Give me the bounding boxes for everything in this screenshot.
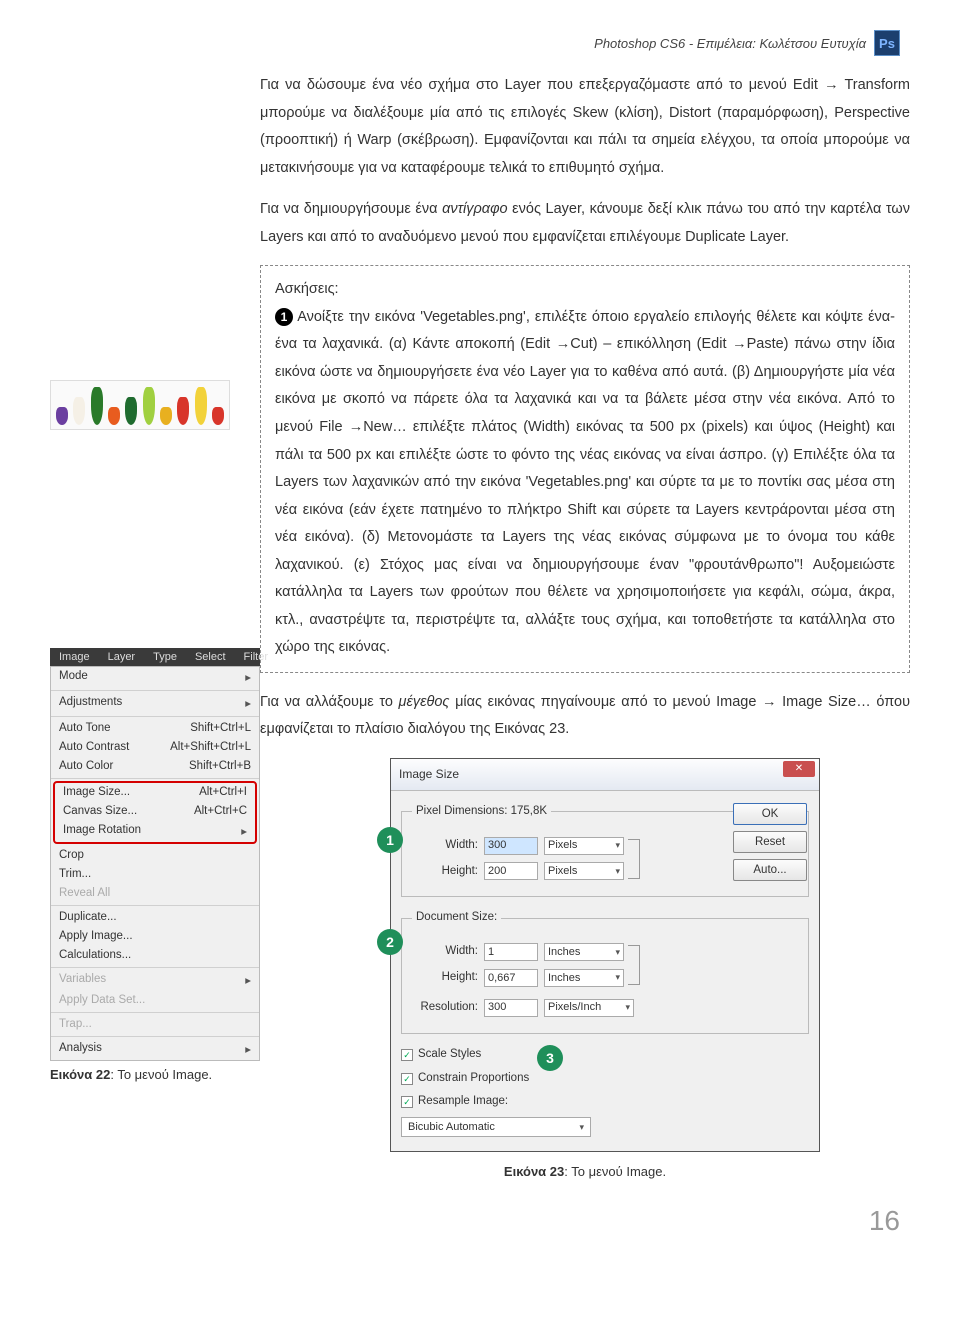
menu-item[interactable]: Auto ToneShift+Ctrl+L <box>51 719 259 738</box>
menu-item: Reveal All <box>51 884 259 903</box>
image-menu-screenshot: ImageLayerTypeSelectFilter ModeAdjustmen… <box>50 648 260 1082</box>
doc-height-label: Height: <box>412 967 478 989</box>
image-size-dialog: Image Size ✕ OK Reset Auto... Pixel Dime… <box>390 758 820 1152</box>
dialog-titlebar: Image Size ✕ <box>391 759 819 791</box>
menubar-item[interactable]: Layer <box>99 648 145 666</box>
menubar-item[interactable]: Select <box>186 648 235 666</box>
caption-23: Εικόνα 23: Το μενού Image. <box>260 1160 910 1185</box>
paragraph-3: Για να αλλάξουμε το μέγεθος μίας εικόνας… <box>260 689 910 744</box>
menu-item: Trap... <box>51 1015 259 1034</box>
menu-item[interactable]: Mode <box>51 667 259 688</box>
auto-button[interactable]: Auto... <box>733 859 807 881</box>
menu-item[interactable]: Duplicate... <box>51 908 259 927</box>
doc-width-label: Width: <box>412 941 478 963</box>
menu-item[interactable]: Auto ColorShift+Ctrl+B <box>51 757 259 776</box>
menu-item[interactable]: Adjustments <box>51 693 259 714</box>
exercise-title: Ασκήσεις: <box>275 276 895 304</box>
menu-item[interactable]: Trim... <box>51 865 259 884</box>
doc-height-unit-select[interactable]: Inches <box>544 969 624 987</box>
height-input[interactable]: 200 <box>484 862 538 880</box>
paragraph-2: Για να δημιουργήσουμε ένα αντίγραφο ενός… <box>260 196 910 251</box>
menu-item: Variables <box>51 970 259 991</box>
exercise-number-icon: 1 <box>275 308 293 326</box>
close-icon[interactable]: ✕ <box>783 761 815 777</box>
resolution-input[interactable]: 300 <box>484 999 538 1017</box>
menu-item[interactable]: Analysis <box>51 1039 259 1060</box>
badge-3-icon: 3 <box>537 1045 563 1071</box>
badge-1-icon: 1 <box>377 827 403 853</box>
header-text: Photoshop CS6 - Επιμέλεια: Κωλέτσου Ευτυ… <box>594 36 866 51</box>
resolution-unit-select[interactable]: Pixels/Inch <box>544 999 634 1017</box>
menubar-item[interactable]: Type <box>144 648 186 666</box>
badge-2-icon: 2 <box>377 929 403 955</box>
document-size-group: Document Size: Width: 1 Inches Height: 0… <box>401 907 809 1033</box>
menu-item[interactable]: Image Size...Alt+Ctrl+I <box>55 783 255 802</box>
scale-styles-checkbox[interactable]: ✓Scale Styles <box>401 1044 809 1066</box>
width-label: Width: <box>412 835 478 857</box>
menu-item[interactable]: Calculations... <box>51 946 259 965</box>
paragraph-1: Για να δώσουμε ένα νέο σχήμα στο Layer π… <box>260 72 910 182</box>
ok-button[interactable]: OK <box>733 803 807 825</box>
menu-item: Apply Data Set... <box>51 991 259 1010</box>
height-label: Height: <box>412 861 478 883</box>
resample-method-select[interactable]: Bicubic Automatic <box>401 1117 591 1137</box>
link-bracket-icon <box>628 839 640 879</box>
menu-item[interactable]: Crop <box>51 846 259 865</box>
reset-button[interactable]: Reset <box>733 831 807 853</box>
menu-item[interactable]: Image Rotation <box>55 821 255 842</box>
caption-22: Εικόνα 22: Το μενού Image. <box>50 1067 260 1082</box>
height-unit-select[interactable]: Pixels <box>544 862 624 880</box>
resolution-label: Resolution: <box>412 997 478 1019</box>
ps-icon: Ps <box>874 30 900 56</box>
width-input[interactable]: 300 <box>484 837 538 855</box>
menubar-item[interactable]: Filter <box>235 648 277 666</box>
exercise-text: Ανοίξτε την εικόνα 'Vegetables.png', επι… <box>275 309 895 656</box>
link-bracket-icon <box>628 945 640 985</box>
resample-image-checkbox[interactable]: ✓Resample Image: <box>401 1091 809 1113</box>
menu-item[interactable]: Apply Image... <box>51 927 259 946</box>
constrain-proportions-checkbox[interactable]: ✓Constrain Proportions <box>401 1068 809 1090</box>
menu-item[interactable]: Auto ContrastAlt+Shift+Ctrl+L <box>51 738 259 757</box>
doc-width-unit-select[interactable]: Inches <box>544 943 624 961</box>
doc-height-input[interactable]: 0,667 <box>484 969 538 987</box>
menu-item[interactable]: Canvas Size...Alt+Ctrl+C <box>55 802 255 821</box>
vegetables-thumb <box>50 380 230 430</box>
doc-width-input[interactable]: 1 <box>484 943 538 961</box>
menubar-item[interactable]: Image <box>50 648 99 666</box>
width-unit-select[interactable]: Pixels <box>544 837 624 855</box>
page-number: 16 <box>50 1205 910 1237</box>
exercise-box: Ασκήσεις: 1 Ανοίξτε την εικόνα 'Vegetabl… <box>260 265 910 673</box>
